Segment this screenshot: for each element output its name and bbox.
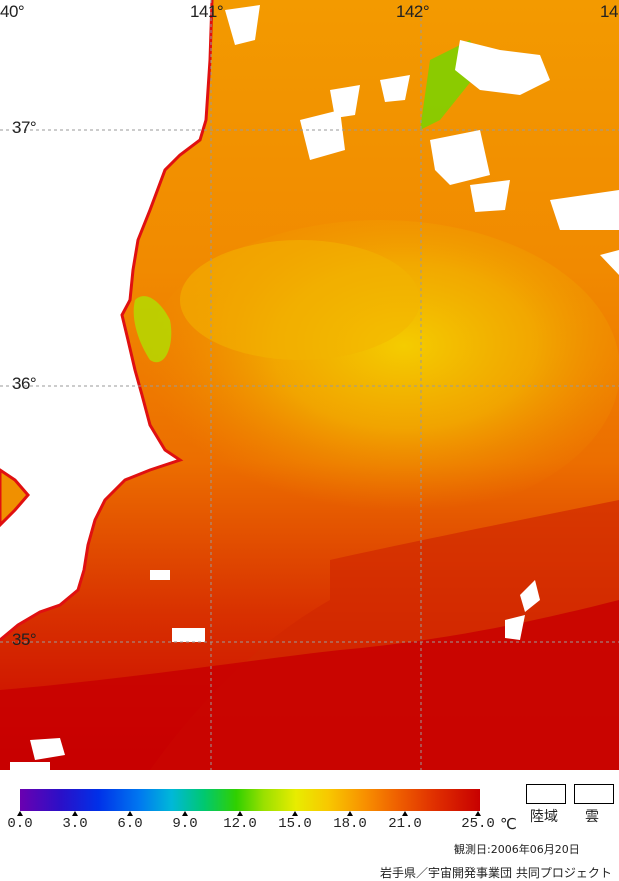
temperature-color-bar — [20, 789, 480, 811]
coastal-green-patch — [133, 296, 172, 363]
scale-tick — [402, 811, 408, 816]
land-legend-label: 陸域 — [530, 809, 558, 825]
scale-label: 0.0 — [7, 816, 33, 832]
scale-label: 6.0 — [117, 816, 143, 832]
coastline — [0, 0, 214, 642]
scale-tick — [182, 811, 188, 816]
lon-label-140: 40° — [0, 2, 25, 21]
observation-date: 観測日:2006年06月20日 — [454, 843, 580, 856]
scale-label: 21.0 — [388, 816, 422, 832]
scale-tick — [127, 811, 133, 816]
unit-label: ℃ — [500, 815, 517, 833]
scale-label: 3.0 — [62, 816, 88, 832]
cloud-legend-label: 雲 — [585, 809, 599, 825]
lat-label-37: 37° — [12, 118, 37, 137]
scale-tick — [292, 811, 298, 816]
scale-tick — [237, 811, 243, 816]
lon-label-141: 141° — [190, 2, 224, 21]
credit-text: 岩手県／宇宙開発事業団 共同プロジェクト — [380, 866, 612, 880]
scale-label: 9.0 — [172, 816, 198, 832]
scale-label: 15.0 — [278, 816, 312, 832]
lon-label-143: 14 — [600, 2, 618, 21]
lat-label-35: 35° — [12, 630, 37, 649]
scale-label: 25.0 — [461, 816, 495, 832]
cool-water-core — [180, 240, 420, 360]
cloud-legend-swatch — [574, 784, 614, 804]
scale-tick — [17, 811, 23, 816]
lat-lon-grid — [0, 0, 619, 770]
scale-label: 12.0 — [223, 816, 257, 832]
cloud-patches — [10, 5, 619, 770]
scale-tick — [475, 811, 481, 816]
lon-label-142: 142° — [396, 2, 430, 21]
inland-water — [0, 468, 30, 528]
lat-label-36: 36° — [12, 374, 37, 393]
land-legend-swatch — [526, 784, 566, 804]
sea-surface-temperature-map — [0, 0, 619, 770]
land-mass — [0, 0, 212, 640]
scale-label: 18.0 — [333, 816, 367, 832]
scale-tick — [72, 811, 78, 816]
scale-tick — [347, 811, 353, 816]
